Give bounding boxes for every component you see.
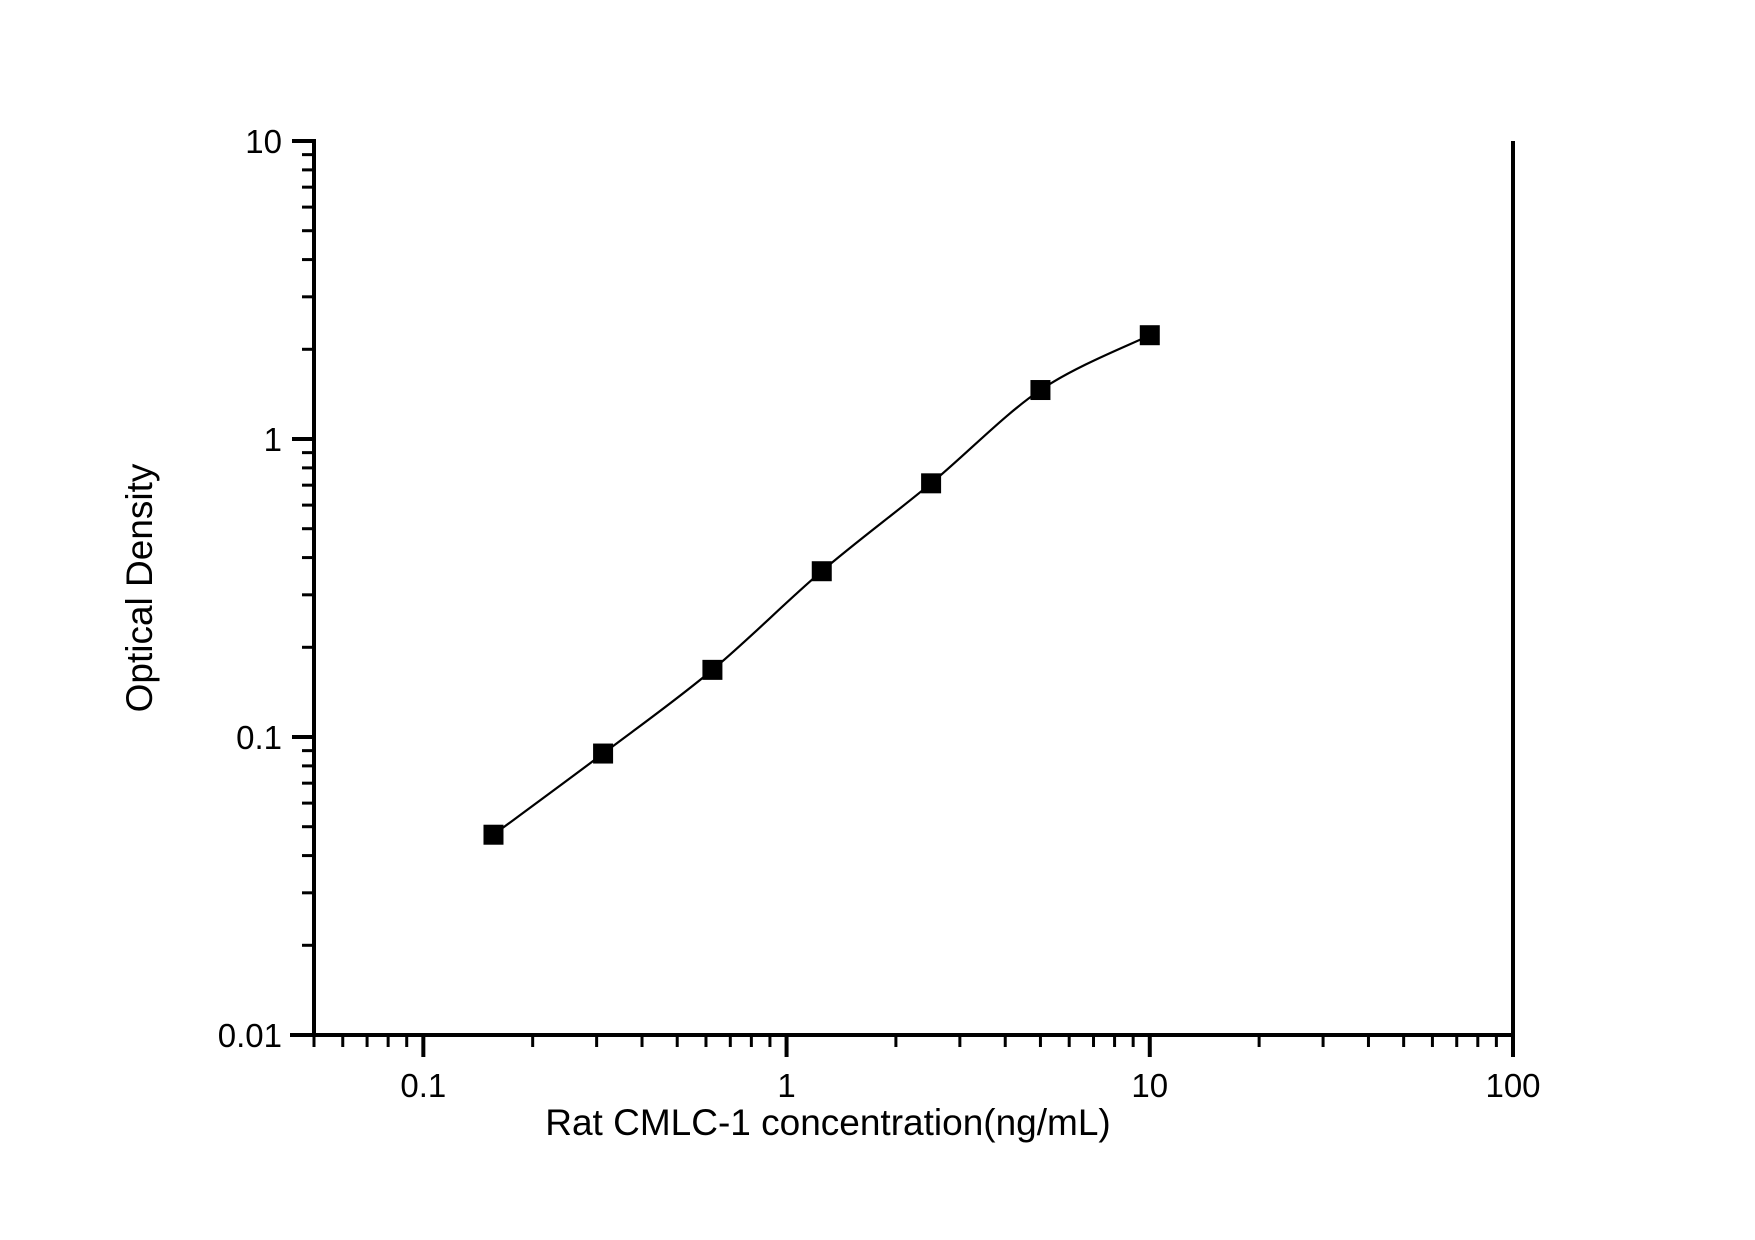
y-tick-label: 10 — [245, 123, 282, 160]
x-axis-tick-labels: 0.1 1 10 100 — [400, 1067, 1540, 1104]
data-point-marker — [921, 473, 942, 494]
data-point-marker — [811, 561, 832, 582]
data-point-markers — [483, 325, 1160, 845]
x-tick-label: 0.1 — [400, 1067, 446, 1104]
y-axis-tick-labels: 10 1 0.1 0.01 — [218, 123, 282, 1054]
data-point-marker — [1139, 325, 1160, 346]
x-axis-ticks — [312, 1035, 1515, 1057]
y-tick-label: 0.01 — [218, 1017, 282, 1054]
y-tick-label: 0.1 — [236, 719, 282, 756]
data-point-marker — [593, 743, 614, 764]
x-tick-label: 1 — [777, 1067, 795, 1104]
x-tick-label: 100 — [1485, 1067, 1540, 1104]
y-tick-label: 1 — [264, 421, 282, 458]
y-axis-ticks — [292, 139, 1515, 1037]
x-tick-label: 10 — [1131, 1067, 1168, 1104]
x-axis-title: Rat CMLC-1 concentration(ng/mL) — [545, 1102, 1111, 1143]
data-point-marker — [483, 824, 504, 845]
data-point-marker — [1030, 380, 1051, 401]
y-axis-title: Optical Density — [119, 463, 160, 712]
data-point-marker — [702, 659, 723, 680]
data-curve — [492, 334, 1151, 836]
